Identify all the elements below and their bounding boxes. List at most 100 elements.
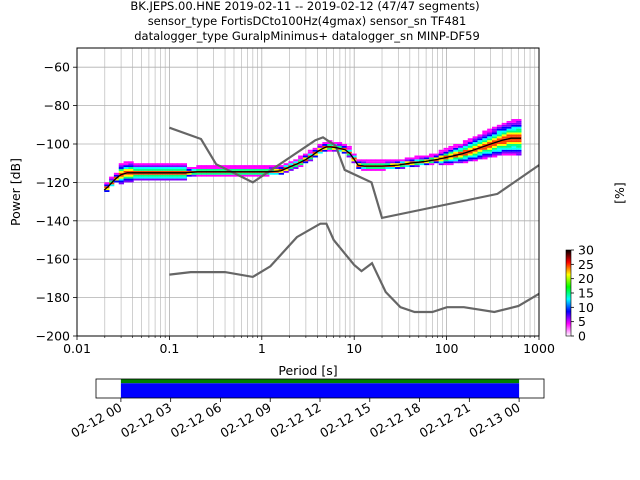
psd-cell <box>462 153 469 156</box>
psd-cell <box>239 165 246 168</box>
psd-cell <box>157 176 163 179</box>
psd-cell <box>181 170 188 173</box>
psd-cell <box>201 168 207 171</box>
psd-cell <box>196 172 202 175</box>
psd-cell <box>172 163 178 166</box>
psd-cell <box>506 140 512 143</box>
psd-cell <box>283 168 289 171</box>
psd-cell <box>302 153 309 156</box>
psd-cell <box>467 153 474 156</box>
psd-cell <box>492 136 498 139</box>
psd-cell <box>123 178 129 181</box>
psd-cell <box>322 144 328 146</box>
psd-cell <box>181 178 188 181</box>
psd-cell <box>220 168 226 171</box>
psd-cell <box>501 145 507 148</box>
psd-cell <box>462 159 469 162</box>
psd-cell <box>278 165 284 168</box>
psd-cell <box>128 167 134 169</box>
psd-cell <box>298 165 304 168</box>
psd-cell <box>113 178 120 181</box>
psd-cell <box>516 130 522 133</box>
psd-cell <box>467 138 474 141</box>
psd-cell <box>462 155 469 158</box>
psd-cell <box>496 145 503 148</box>
psd-cell <box>176 172 183 175</box>
psd-cell <box>167 178 173 181</box>
psd-cell <box>201 174 207 177</box>
psd-cell <box>225 172 231 175</box>
psd-cell <box>181 172 188 175</box>
psd-cell <box>487 136 493 139</box>
psd-cell <box>133 174 139 177</box>
psd-cell <box>467 142 474 144</box>
psd-cell <box>123 163 129 166</box>
psd-cell <box>230 168 236 171</box>
noise-models <box>169 126 540 314</box>
colorbar-tick-label: 5 <box>578 314 586 329</box>
psd-cell <box>453 147 459 150</box>
psd-cell <box>375 159 381 162</box>
psd-cell <box>516 147 522 150</box>
psd-cell <box>467 140 474 143</box>
psd-cell <box>385 159 391 162</box>
grid <box>76 48 539 337</box>
psd-cell <box>492 151 498 154</box>
psd-cell <box>118 167 124 169</box>
psd-cell <box>443 155 449 158</box>
psd-cell <box>181 165 188 168</box>
psd-cell <box>516 151 522 154</box>
psd-cell <box>448 151 454 154</box>
psd-cell <box>458 161 464 164</box>
psd-cell <box>235 165 241 168</box>
psd-cell <box>487 134 493 137</box>
psd-cell <box>458 155 464 158</box>
psd-cell <box>414 159 420 162</box>
psd-cell <box>511 142 517 144</box>
psd-cell <box>196 165 202 168</box>
psd-cell <box>428 157 435 160</box>
psd-cell <box>433 157 440 160</box>
psd-cell <box>147 178 154 181</box>
psd-cell <box>399 159 406 162</box>
psd-cell <box>264 165 270 168</box>
psd-cell <box>472 145 478 148</box>
psd-cell <box>414 157 420 160</box>
psd-cell <box>511 153 517 156</box>
psd-cell <box>322 147 328 150</box>
psd-cell <box>477 142 483 144</box>
psd-cell <box>443 153 449 156</box>
psd-cell <box>172 176 178 179</box>
psd-cell <box>458 157 464 160</box>
psd-cell <box>191 174 197 177</box>
psd-cell <box>428 163 435 166</box>
psd-cell <box>516 153 522 156</box>
psd-cell <box>138 165 144 168</box>
psd-cell <box>196 168 202 171</box>
psd-cell <box>133 172 139 175</box>
title-line-2: sensor_type FortisDCto100Hz(4gmax) senso… <box>148 14 467 28</box>
psd-cell <box>201 167 207 169</box>
psd-cell <box>424 157 430 160</box>
psd-cell <box>104 182 110 185</box>
psd-cell <box>288 161 294 164</box>
psd-cell <box>283 170 289 173</box>
psd-cell <box>472 142 478 144</box>
psd-cell <box>264 168 270 171</box>
psd-cell <box>482 157 488 160</box>
psd-cell <box>123 167 129 169</box>
psd-cell <box>467 144 474 146</box>
psd-cell <box>506 128 512 131</box>
psd-cell <box>302 157 309 160</box>
psd-cell <box>312 155 318 158</box>
colorbar-tick-label: 15 <box>578 286 594 301</box>
psd-cell <box>220 172 226 175</box>
psd-cell <box>511 132 517 135</box>
psd-cell <box>278 172 284 175</box>
psd-cell <box>399 161 406 164</box>
psd-cell <box>492 149 498 152</box>
psd-cell <box>511 138 517 141</box>
psd-cell <box>409 159 415 162</box>
psd-cell <box>424 161 430 164</box>
y-tick-label: −100 <box>36 137 70 152</box>
